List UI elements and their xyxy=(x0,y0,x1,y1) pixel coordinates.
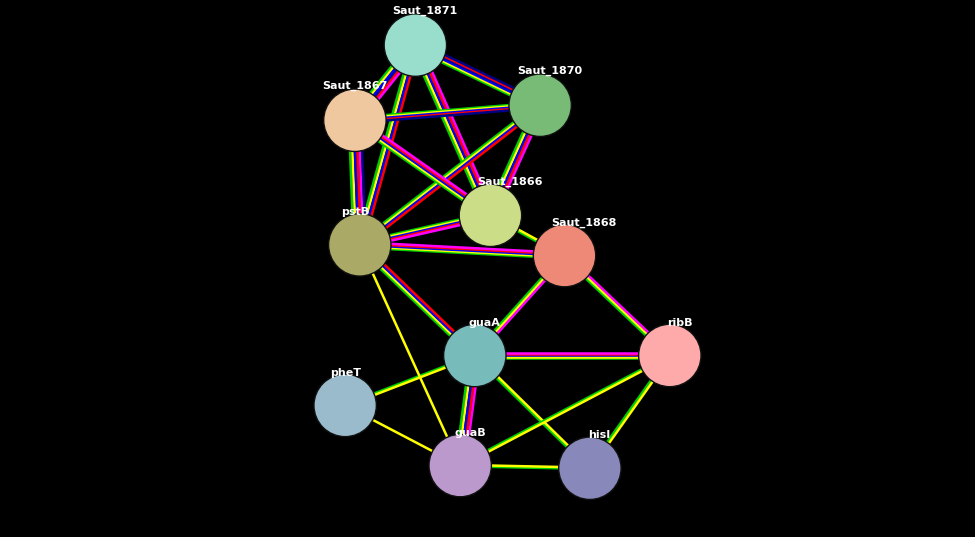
Text: pheT: pheT xyxy=(330,367,361,378)
Text: Saut_1871: Saut_1871 xyxy=(393,5,457,16)
Text: hisI: hisI xyxy=(589,430,610,440)
Text: Saut_1866: Saut_1866 xyxy=(477,177,543,187)
Ellipse shape xyxy=(324,89,386,151)
Ellipse shape xyxy=(429,434,491,497)
Text: ribB: ribB xyxy=(667,317,692,328)
Ellipse shape xyxy=(384,14,447,76)
Text: guaA: guaA xyxy=(469,317,500,328)
Text: guaB: guaB xyxy=(454,427,486,438)
Ellipse shape xyxy=(639,324,701,387)
Ellipse shape xyxy=(444,324,506,387)
Ellipse shape xyxy=(509,74,571,136)
Ellipse shape xyxy=(314,374,376,437)
Text: Saut_1870: Saut_1870 xyxy=(518,66,582,76)
Ellipse shape xyxy=(559,437,621,499)
Text: pstB: pstB xyxy=(341,207,369,217)
Text: Saut_1867: Saut_1867 xyxy=(322,81,388,91)
Ellipse shape xyxy=(533,224,596,287)
Text: Saut_1868: Saut_1868 xyxy=(551,217,617,228)
Ellipse shape xyxy=(459,184,522,246)
Ellipse shape xyxy=(329,214,391,276)
